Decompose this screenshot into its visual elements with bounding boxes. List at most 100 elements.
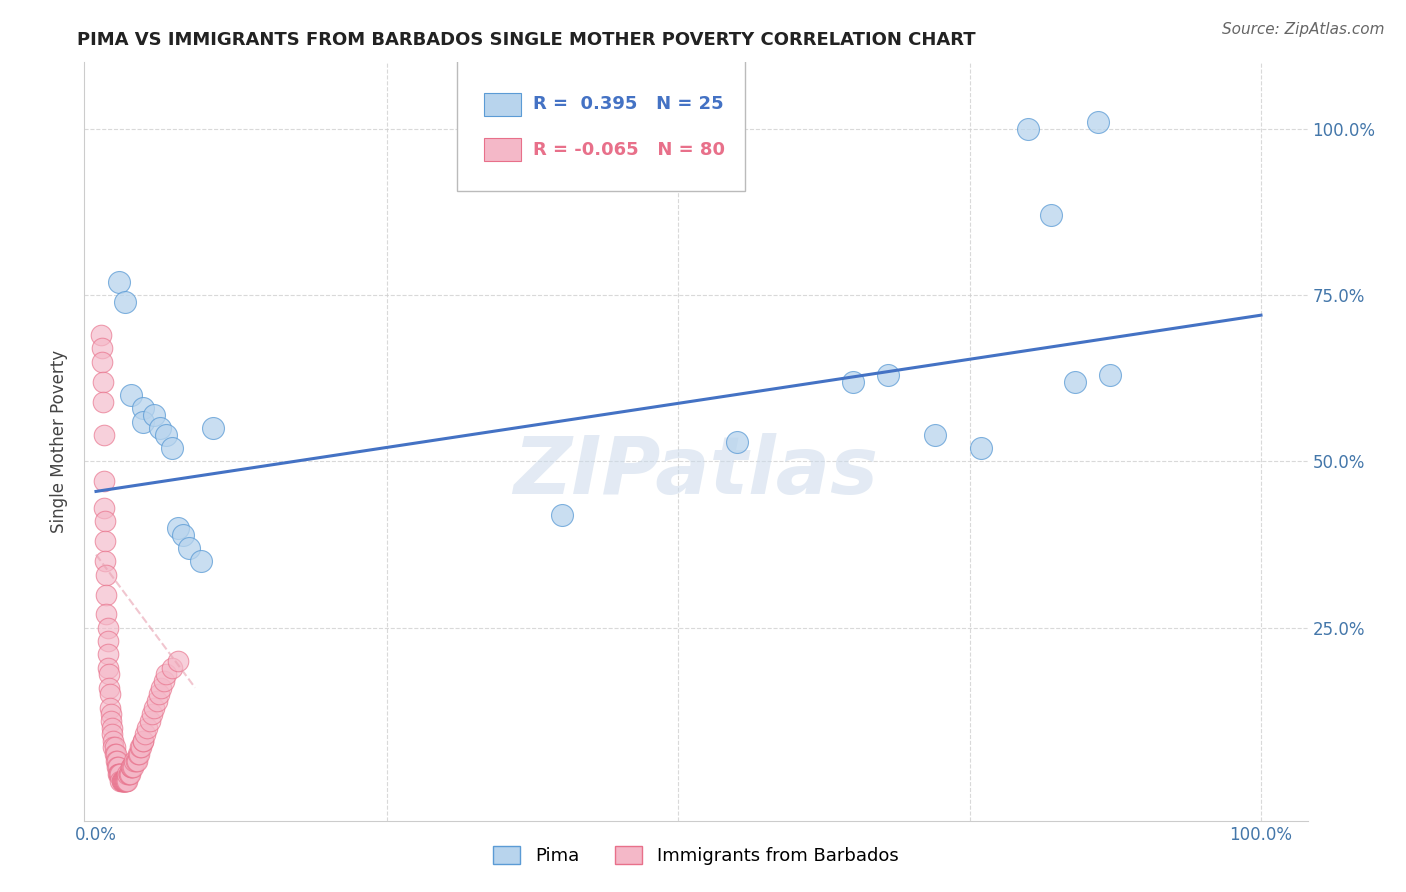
- Point: [100, 714, 122, 728]
- Point: [124, 754, 146, 768]
- Point: [111, 773, 134, 788]
- Point: [155, 428, 177, 442]
- Point: [98, 687, 121, 701]
- Point: [97, 621, 120, 635]
- Point: [104, 747, 127, 761]
- FancyBboxPatch shape: [457, 59, 745, 191]
- Point: [129, 740, 152, 755]
- Point: [110, 767, 132, 781]
- Point: [94, 534, 117, 549]
- Point: [108, 275, 131, 289]
- FancyBboxPatch shape: [484, 138, 522, 161]
- Point: [1040, 208, 1063, 222]
- Point: [114, 773, 136, 788]
- Point: [107, 767, 129, 781]
- Point: [145, 694, 167, 708]
- Point: [120, 388, 142, 402]
- Point: [90, 342, 112, 356]
- Point: [111, 773, 134, 788]
- Point: [143, 700, 166, 714]
- Point: [101, 727, 124, 741]
- Point: [172, 527, 194, 541]
- Point: [104, 747, 127, 761]
- Point: [152, 673, 174, 688]
- Point: [93, 475, 115, 489]
- Point: [112, 773, 135, 788]
- Point: [97, 667, 120, 681]
- Point: [149, 421, 172, 435]
- Point: [120, 760, 142, 774]
- Point: [108, 767, 131, 781]
- Point: [90, 328, 112, 343]
- Point: [111, 773, 134, 788]
- Point: [725, 434, 748, 449]
- Point: [96, 587, 118, 601]
- Point: [124, 754, 146, 768]
- Point: [201, 421, 224, 435]
- Point: [970, 441, 993, 455]
- Point: [121, 760, 143, 774]
- Point: [93, 428, 115, 442]
- Legend: Pima, Immigrants from Barbados: Pima, Immigrants from Barbados: [486, 838, 905, 872]
- Point: [128, 747, 150, 761]
- Point: [105, 760, 128, 774]
- Point: [115, 773, 138, 788]
- Point: [111, 773, 134, 788]
- Point: [160, 661, 183, 675]
- Point: [91, 375, 114, 389]
- Text: PIMA VS IMMIGRANTS FROM BARBADOS SINGLE MOTHER POVERTY CORRELATION CHART: PIMA VS IMMIGRANTS FROM BARBADOS SINGLE …: [77, 31, 976, 49]
- Text: ZIPatlas: ZIPatlas: [513, 433, 879, 511]
- Point: [1017, 122, 1039, 136]
- Point: [94, 514, 117, 528]
- Point: [114, 773, 136, 788]
- Text: R = -0.065   N = 80: R = -0.065 N = 80: [533, 141, 725, 159]
- Point: [98, 700, 121, 714]
- Point: [97, 648, 120, 662]
- Point: [131, 401, 153, 416]
- Point: [105, 754, 128, 768]
- Point: [179, 541, 201, 555]
- Text: R =  0.395   N = 25: R = 0.395 N = 25: [533, 95, 724, 113]
- Point: [115, 773, 138, 788]
- Point: [100, 707, 122, 722]
- Point: [117, 767, 139, 781]
- Point: [103, 734, 125, 748]
- Point: [134, 727, 156, 741]
- Point: [131, 415, 153, 429]
- Point: [117, 773, 139, 788]
- Point: [190, 554, 212, 568]
- Point: [104, 754, 127, 768]
- Point: [104, 740, 127, 755]
- FancyBboxPatch shape: [484, 93, 522, 116]
- Point: [877, 368, 900, 382]
- Point: [1098, 368, 1121, 382]
- Point: [138, 714, 160, 728]
- Point: [107, 760, 129, 774]
- Point: [551, 508, 574, 522]
- Point: [94, 554, 117, 568]
- Point: [842, 375, 865, 389]
- Point: [150, 681, 173, 695]
- Point: [166, 654, 188, 668]
- Point: [90, 355, 112, 369]
- Point: [131, 734, 153, 748]
- Point: [97, 634, 120, 648]
- Point: [148, 687, 170, 701]
- Point: [1063, 375, 1085, 389]
- Point: [120, 760, 142, 774]
- Point: [166, 521, 188, 535]
- Point: [131, 734, 153, 748]
- Y-axis label: Single Mother Poverty: Single Mother Poverty: [51, 350, 69, 533]
- Point: [110, 773, 132, 788]
- Point: [141, 707, 163, 722]
- Point: [1087, 115, 1109, 129]
- Point: [91, 394, 114, 409]
- Point: [160, 441, 183, 455]
- Point: [155, 667, 177, 681]
- Point: [125, 754, 148, 768]
- Point: [127, 747, 149, 761]
- Point: [131, 740, 153, 755]
- Point: [143, 408, 166, 422]
- Point: [96, 567, 118, 582]
- Point: [136, 721, 159, 735]
